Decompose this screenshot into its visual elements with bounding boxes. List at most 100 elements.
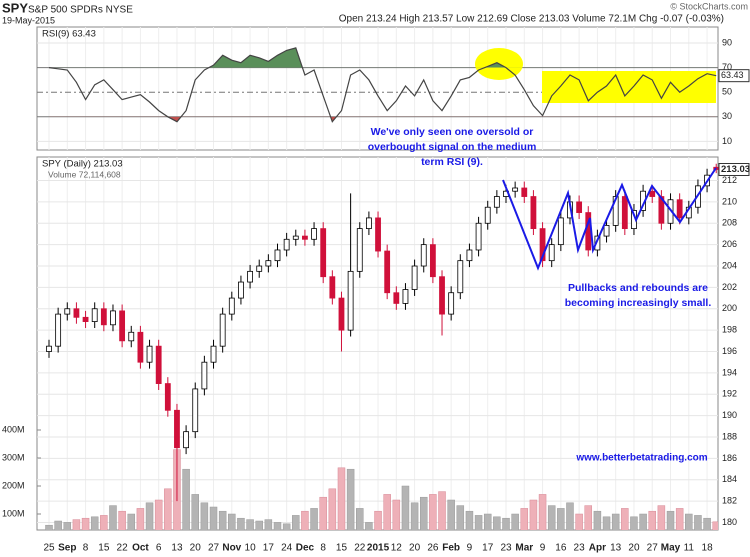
candle-body [375, 217, 381, 252]
x-tick-label: 9 [467, 543, 473, 554]
y-tick-label: 190 [722, 410, 737, 420]
quote: Open 213.24 High 213.57 Low 212.69 Close… [339, 14, 724, 25]
candle-body [164, 383, 171, 411]
value-box [718, 69, 750, 83]
volume-bar [328, 488, 337, 530]
y-tick-label: 202 [722, 282, 737, 292]
volume-bar [648, 510, 656, 530]
candle-body [128, 331, 135, 342]
volume-bar [145, 502, 154, 530]
website: www.betterbetatrading.com [575, 453, 707, 464]
volume-bar [264, 519, 273, 530]
x-tick-label: 6 [156, 543, 162, 554]
candle-body [466, 249, 473, 262]
volume-bar [164, 488, 172, 530]
candle-body [219, 313, 226, 347]
x-tick-label: 26 [427, 543, 439, 554]
volume-bar [410, 502, 419, 530]
volume-bar [45, 524, 53, 530]
y-tick-label: 30 [722, 111, 732, 121]
x-tick-label: 27 [208, 543, 220, 554]
volume-bar [465, 510, 474, 530]
volume-bar [666, 510, 675, 530]
volume-bar [456, 505, 465, 530]
candle-body [210, 345, 217, 363]
candle-body [82, 316, 89, 322]
candle-body [55, 313, 62, 347]
volume-bar [520, 508, 529, 530]
volume-bar [118, 510, 126, 530]
candle-body [64, 308, 71, 315]
y-tick-label: 192 [722, 389, 737, 399]
candle-body [247, 270, 253, 283]
candle-body [329, 276, 336, 299]
y-tick-label: 204 [722, 260, 737, 270]
volume-bar [100, 515, 108, 530]
candle-body [192, 388, 199, 433]
x-tick-label: 22 [354, 543, 366, 554]
volume-bars [45, 449, 718, 530]
candle-body [539, 228, 546, 262]
candle-body [439, 276, 445, 315]
volume-bar [209, 506, 218, 530]
volume-bar [90, 516, 99, 530]
x-tick-label: 16 [555, 543, 567, 554]
volume-bar [282, 523, 291, 530]
y-tick-label: 180 [722, 517, 737, 527]
volume-bar [584, 505, 593, 530]
volume-bar [575, 513, 583, 530]
volume-bar [547, 505, 556, 530]
candle-body [183, 431, 190, 449]
volume-bar [630, 516, 638, 530]
volume-bar [621, 508, 629, 530]
y-tick-label: 212 [722, 175, 737, 185]
volume-bar [419, 496, 428, 530]
rsi-line [48, 47, 717, 123]
candle-body [256, 265, 263, 272]
candle-body [411, 265, 418, 290]
candle-body [320, 228, 327, 278]
candle-body [393, 292, 400, 304]
y-tick-label: 70 [722, 62, 732, 72]
volume-bar [356, 508, 364, 530]
candle-body [283, 238, 290, 251]
candle-body [146, 345, 153, 363]
x-tick-label: Apr [589, 543, 606, 554]
volume-bar [685, 513, 693, 530]
volume-bar [63, 522, 72, 530]
x-tick-label: 10 [245, 543, 257, 554]
y-tick-label: 208 [722, 218, 737, 228]
candle-body [402, 289, 409, 304]
volume-bar [483, 513, 492, 530]
rsi-title: RSI(9) 63.43 [42, 29, 96, 40]
y-tick-label: 200 [722, 303, 737, 313]
volume-bar [200, 502, 209, 530]
candle-body [137, 331, 144, 363]
symbol-name: S&P 500 SPDRs NYSE [28, 5, 133, 16]
x-tick-label: Dec [296, 543, 315, 554]
volume-bar [712, 521, 718, 530]
x-tick-label: 8 [320, 543, 326, 554]
volume-bar [602, 516, 611, 530]
candle-body [365, 217, 372, 230]
volume-title: Volume 72,114,608 [48, 169, 121, 179]
volume-bar [429, 494, 437, 530]
volume-tick-label: 100M [2, 508, 25, 518]
y-tick-label: 194 [722, 367, 737, 377]
y-tick-label: 198 [722, 325, 737, 335]
volume-bar [383, 494, 391, 530]
candle-body [119, 310, 126, 342]
candle-body [512, 187, 519, 192]
x-tick-label: 8 [83, 543, 89, 554]
volume-bar [273, 522, 282, 530]
x-tick-label: 20 [409, 543, 421, 554]
y-tick-label: 10 [722, 136, 732, 146]
candle-body [302, 235, 308, 240]
x-tick-label: 20 [628, 543, 640, 554]
volume-bar [346, 468, 355, 530]
candle-body [548, 244, 555, 262]
y-tick-label: 210 [722, 196, 737, 206]
volume-bar [694, 515, 702, 530]
volume-bar [566, 502, 574, 530]
x-tick-label: Sep [58, 543, 76, 554]
